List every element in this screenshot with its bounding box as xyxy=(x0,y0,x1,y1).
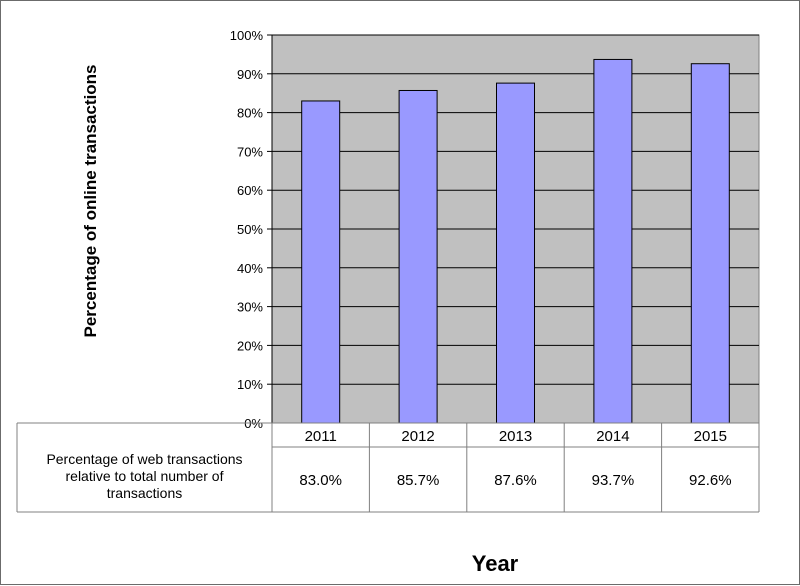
table-value: 83.0% xyxy=(299,472,342,489)
bar-2014 xyxy=(593,58,633,424)
bar-2015 xyxy=(690,63,730,424)
table-value: 93.7% xyxy=(592,472,635,489)
y-tick-label: 70% xyxy=(237,144,263,159)
bar-2012 xyxy=(398,89,438,424)
y-tick-label: 30% xyxy=(237,300,263,315)
bar-2013 xyxy=(496,82,535,424)
y-tick-label: 80% xyxy=(237,106,263,121)
y-axis-label: Percentage of online transactions xyxy=(81,64,100,337)
y-tick-labels: 0%10%20%30%40%50%60%70%80%90%100% xyxy=(230,28,264,431)
table-value: 92.6% xyxy=(689,472,732,489)
table-row-label: transactions xyxy=(107,485,182,501)
data-table: 2011 83.0% 2012 85.7% 2013 87.6% 2014 93.7% 2015… xyxy=(16,422,760,513)
x-axis-label: Year xyxy=(472,551,519,576)
y-tick-label: 90% xyxy=(237,67,263,82)
category-label: 2014 xyxy=(596,428,629,445)
bars xyxy=(301,58,730,424)
y-tick-label: 60% xyxy=(237,183,263,198)
category-label: 2015 xyxy=(694,428,727,445)
bar-2011 xyxy=(301,100,341,424)
table-row-label: Percentage of web transactions xyxy=(46,451,242,467)
y-tick-label: 100% xyxy=(230,28,264,43)
category-label: 2011 xyxy=(305,428,337,445)
y-tick-label: 10% xyxy=(237,377,263,392)
table-value: 85.7% xyxy=(397,472,440,489)
y-tick-label: 40% xyxy=(237,261,263,276)
y-tick-label: 50% xyxy=(237,222,263,237)
category-label: 2012 xyxy=(401,428,434,445)
table-value: 87.6% xyxy=(494,472,537,489)
y-tick-label: 20% xyxy=(237,338,263,353)
category-label: 2013 xyxy=(499,428,532,445)
table-row-label: relative to total number of xyxy=(66,468,224,484)
